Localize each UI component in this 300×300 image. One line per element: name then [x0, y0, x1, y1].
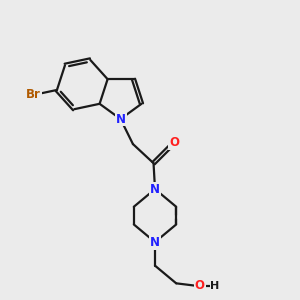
Text: Br: Br: [26, 88, 41, 101]
Text: O: O: [169, 136, 179, 149]
Text: N: N: [150, 236, 160, 249]
Text: H: H: [210, 281, 220, 291]
Text: N: N: [116, 112, 126, 125]
Text: O: O: [195, 279, 205, 292]
Text: N: N: [150, 183, 160, 196]
